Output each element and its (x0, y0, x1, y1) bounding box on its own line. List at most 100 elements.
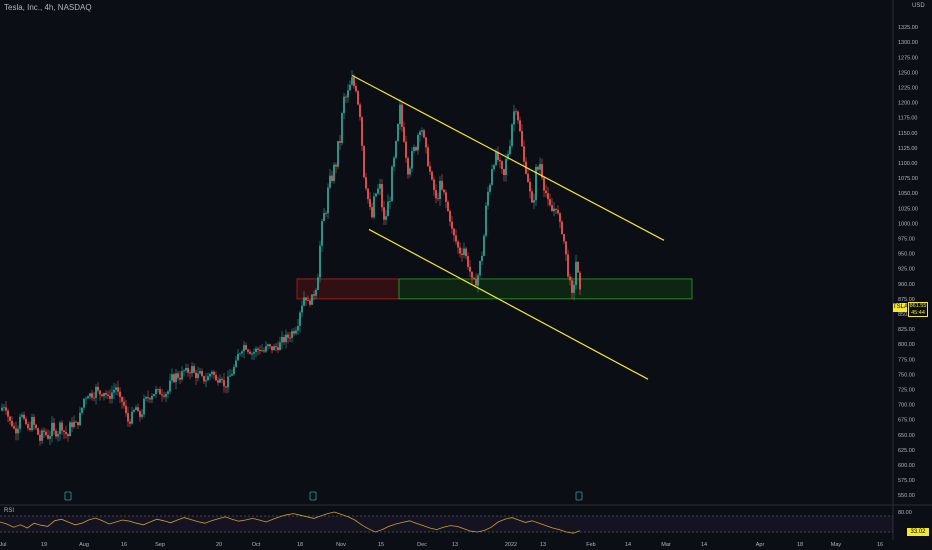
candle-body (57, 433, 59, 437)
candle-body (339, 141, 341, 143)
x-tick-label: Feb (586, 542, 595, 548)
candle-body (273, 346, 275, 351)
y-tick-label: 850.00 (898, 312, 915, 318)
candle-body (83, 398, 85, 408)
candle-body (523, 146, 525, 162)
candle-body (549, 199, 551, 206)
candle-body (99, 390, 101, 395)
candle-body (211, 371, 213, 374)
candle-body (11, 420, 13, 427)
y-tick-label: 600.00 (898, 463, 915, 469)
candle-body (419, 131, 421, 135)
candle-body (73, 421, 75, 427)
candle-body (101, 394, 103, 397)
candle-body (19, 416, 21, 429)
y-tick-label: 1075.00 (898, 176, 918, 182)
candle-body (343, 96, 345, 114)
rsi-band (0, 516, 893, 532)
ticker-badge: TSLA (893, 303, 909, 312)
candle-body (555, 208, 557, 210)
candle-body (257, 348, 259, 350)
x-tick-label: May (831, 542, 842, 548)
y-tick-label: 725.00 (898, 387, 915, 393)
candle-body (71, 422, 73, 427)
channel-lines (351, 74, 665, 380)
candle-body (239, 353, 241, 355)
candle-body (573, 284, 575, 293)
candle-body (365, 177, 367, 189)
channel-line (351, 74, 665, 241)
candle-body (297, 325, 299, 331)
candle-body (145, 397, 147, 399)
candle-body (341, 113, 343, 143)
candle-body (15, 428, 17, 434)
candle-body (61, 422, 63, 431)
currency-label: USD (912, 3, 925, 9)
candle-body (347, 90, 349, 98)
candle-body (345, 96, 347, 98)
candle-body (251, 353, 253, 355)
x-tick-label: Sep (155, 542, 165, 548)
candle-body (537, 166, 539, 170)
candle-body (461, 253, 463, 255)
candle-body (65, 431, 67, 435)
candle-body (401, 104, 403, 127)
x-tick-label: 19 (41, 542, 47, 548)
price-badge: 861.55 45:44 (908, 302, 928, 317)
x-tick-label: 16 (121, 542, 127, 548)
candle-body (477, 275, 479, 286)
y-tick-label: 1125.00 (898, 146, 917, 152)
candle-body (9, 416, 11, 421)
y-tick-label: 1025.00 (898, 206, 918, 212)
candle-body (439, 180, 441, 200)
candle-body (91, 393, 93, 398)
candle-body (173, 374, 175, 383)
candle-body (207, 376, 209, 381)
candle-body (433, 179, 435, 191)
candle-body (435, 190, 437, 199)
x-tick-label: 13 (452, 542, 458, 548)
x-tick-label: 20 (216, 542, 222, 548)
earnings-marker-icon (309, 491, 317, 501)
candle-body (109, 395, 111, 399)
candle-body (481, 255, 483, 262)
candle-body (405, 141, 407, 158)
candle-body (565, 241, 567, 255)
candle-body (403, 126, 405, 142)
candle-body (479, 261, 481, 276)
candle-body (33, 417, 35, 425)
candle-body (247, 349, 249, 352)
y-tick-label: 625.00 (898, 448, 915, 454)
candle-body (561, 221, 563, 234)
rsi-pane: 80.00 (0, 504, 932, 534)
y-tick-label: 925.00 (898, 267, 915, 273)
candle-body (133, 409, 135, 412)
candle-body (49, 436, 51, 439)
candle-body (189, 372, 191, 374)
candle-body (3, 407, 5, 409)
candle-body (135, 407, 137, 410)
y-tick-label: 1200.00 (898, 101, 918, 107)
candle-body (547, 193, 549, 200)
y-tick-label: 1050.00 (898, 191, 918, 197)
countdown: 45:44 (911, 310, 925, 316)
candle-body (295, 330, 297, 334)
candles (1, 70, 581, 446)
x-tick-label: Jul (0, 542, 7, 548)
candle-body (181, 371, 183, 380)
candle-body (309, 300, 311, 305)
x-tick-label: 2022 (505, 542, 517, 548)
candle-body (191, 366, 193, 374)
candle-body (313, 294, 315, 296)
candle-body (453, 228, 455, 236)
candle-body (447, 201, 449, 212)
x-axis: Jul 19 Aug 16 Sep 20 Oct 18 Nov 15 Dec 13 2022 13 Feb 1… (0, 542, 883, 548)
candle-body (75, 421, 77, 423)
y-tick-label: 1225.00 (898, 85, 918, 91)
candle-body (51, 422, 53, 437)
candle-body (569, 276, 571, 281)
y-tick-label: 1250.00 (898, 70, 918, 76)
candle-body (143, 398, 145, 415)
candle-body (163, 395, 165, 397)
